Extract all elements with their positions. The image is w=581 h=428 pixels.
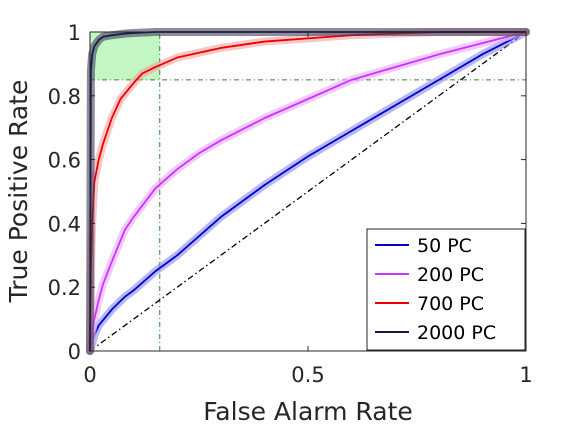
y-tick-label: 0 [68, 340, 81, 364]
x-axis-label: False Alarm Rate [203, 397, 413, 426]
x-tick-label: 0.5 [291, 363, 324, 387]
legend-label-3: 2000 PC [417, 322, 496, 344]
y-tick-label: 1 [68, 21, 81, 45]
legend-label-1: 200 PC [417, 264, 484, 286]
chance-line [89, 31, 527, 352]
legend: 50 PC 200 PC 700 PC 2000 PC [366, 228, 526, 351]
legend-box [366, 228, 526, 351]
axes: 0 0.5 1 0 0.2 0.4 0.6 0.8 1 [48, 21, 533, 387]
y-tick-label: 0.4 [48, 212, 81, 236]
series-line-0 [89, 31, 527, 352]
y-tick-label: 0.6 [48, 149, 81, 173]
x-tick-label: 1 [519, 363, 532, 387]
series-line-1 [89, 31, 527, 352]
y-tick-label: 0.2 [48, 276, 81, 300]
y-axis-label: True Positive Rate [4, 80, 33, 304]
legend-label-0: 50 PC [417, 235, 472, 257]
legend-label-2: 700 PC [417, 293, 484, 315]
x-tick-label: 0 [83, 363, 96, 387]
y-tick-label: 0.8 [48, 85, 81, 109]
